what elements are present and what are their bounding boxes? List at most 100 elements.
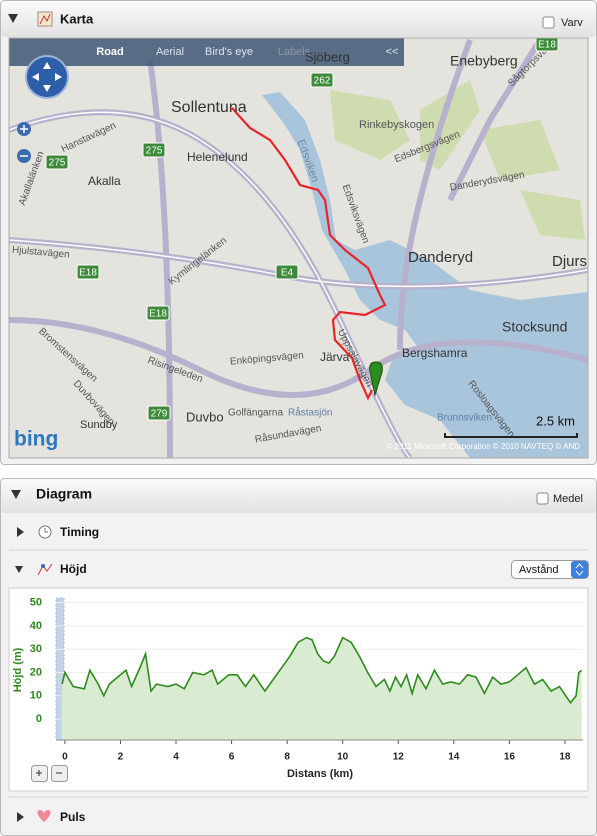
place-label: Golfängarna [228, 408, 283, 419]
chart-zoom-icons [36, 770, 62, 776]
y-tick-label: 20 [30, 666, 42, 678]
x-select[interactable] [511, 560, 589, 579]
scale-label: 2.5 km [536, 413, 575, 428]
x-tick-label: 4 [173, 752, 179, 763]
map-mode[interactable]: Bird's eye [205, 46, 253, 58]
road-shield [76, 264, 100, 280]
select-arrow-icon [575, 563, 584, 576]
y-tick-label: 10 [30, 690, 42, 702]
place-label: Duvbo [186, 409, 224, 424]
road-shield [146, 305, 170, 321]
area [62, 637, 582, 740]
expand-toggle[interactable] [17, 812, 24, 822]
diagram-header [1, 479, 596, 513]
scale-bar [444, 433, 578, 438]
y-tick-label: 40 [30, 620, 42, 632]
select-arrow [571, 561, 588, 578]
road-shield [142, 142, 166, 158]
road-shield [310, 72, 334, 88]
place-label: Danderyd [408, 249, 473, 266]
place-label: Akalla [88, 174, 121, 188]
x-tick-label: 2 [118, 752, 124, 763]
place-label: Sundby [80, 419, 118, 431]
place-label: Råstasjön [288, 407, 332, 419]
heart-icon [37, 810, 51, 822]
map-mode[interactable]: Aerial [156, 46, 184, 58]
place-label: Enebyberg [450, 53, 518, 69]
road-shield-label: 275 [146, 146, 163, 157]
zoom-in-icon [20, 125, 28, 133]
y-axis-label: Höjd (m) [12, 647, 24, 692]
logo: bing [14, 428, 58, 451]
select-label: Avstånd [519, 564, 559, 576]
y-tick-label: 30 [30, 643, 42, 655]
expand-toggle[interactable] [17, 527, 24, 537]
place-label: Djurs [552, 253, 587, 270]
collapse-toggle[interactable] [8, 14, 18, 23]
place-label: Hjulstavägen [12, 245, 71, 261]
place-label: Stocksund [502, 319, 567, 335]
section-title: Höjd [60, 562, 87, 576]
road-shield-label: 275 [49, 158, 66, 169]
road-shield-label: 279 [151, 409, 168, 420]
map[interactable]: Road Aerial Bird's eye Labels << Sollentuna He… [9, 33, 588, 458]
place-label: Bergshamra [402, 346, 468, 360]
map-mode[interactable]: Road [96, 46, 124, 58]
pan-arrows [32, 62, 62, 92]
road-shield-label: E18 [79, 268, 97, 279]
height-icon-dot [41, 564, 45, 568]
pan-control[interactable] [25, 55, 69, 99]
collapse-toggle[interactable] [15, 566, 23, 573]
road-shield [147, 405, 171, 421]
line [61, 636, 583, 705]
map-icon-line [39, 13, 51, 25]
map-header [1, 1, 596, 37]
x-tick-label: 6 [229, 752, 235, 763]
x-tick-label: 12 [393, 752, 405, 763]
checkbox-label: Varv [561, 17, 583, 29]
road-shield-label: E4 [281, 268, 294, 279]
road-shield [275, 264, 299, 280]
checkbox[interactable] [542, 16, 555, 29]
x-tick-label: 0 [62, 752, 68, 763]
x-tick-label: 14 [448, 752, 460, 763]
checkbox[interactable] [536, 492, 549, 505]
x-tick-label: 10 [337, 752, 349, 763]
map-toolbar [9, 38, 404, 66]
x-tick-label: 18 [559, 752, 571, 763]
panel-title: Diagram [36, 486, 92, 502]
y-tick-label: 50 [30, 597, 42, 609]
route [231, 107, 387, 401]
map-border [8, 37, 589, 459]
marker[interactable] [369, 361, 383, 397]
place-label: Rinkebyskogen [359, 119, 434, 131]
copyright: © 2011 Microsoft Corporation © 2010 NAVT… [387, 442, 581, 451]
road-shield-label: 262 [314, 76, 331, 87]
park [330, 80, 585, 240]
road-shield-label: E18 [538, 40, 556, 51]
section-title: Timing [60, 525, 99, 539]
x-tick-label: 16 [504, 752, 516, 763]
place-label: Sjöberg [305, 49, 350, 64]
road-shield-label: E18 [149, 309, 167, 320]
x-axis-label: Distans (km) [287, 768, 353, 780]
place-label: Helenelund [187, 150, 248, 164]
water [262, 92, 588, 458]
road-shield [535, 38, 559, 52]
map-mode[interactable]: << [386, 46, 399, 58]
place-label: Sollentuna [171, 99, 247, 116]
section-title: Puls [60, 810, 86, 824]
height-icon [37, 563, 53, 576]
x-tick-label: 8 [284, 752, 290, 763]
checkbox-label: Medel [553, 493, 583, 505]
place-label: Brunnsviken [437, 413, 492, 424]
y-tick-label: 0 [36, 713, 42, 725]
place-label: Järva [320, 350, 350, 364]
road-shield [45, 154, 69, 170]
map-icon [37, 11, 53, 27]
timing-icon-hands [44, 528, 48, 533]
panel-title: Karta [60, 11, 94, 26]
collapse-toggle[interactable] [11, 490, 21, 499]
map-mode[interactable]: Labels [278, 46, 311, 58]
